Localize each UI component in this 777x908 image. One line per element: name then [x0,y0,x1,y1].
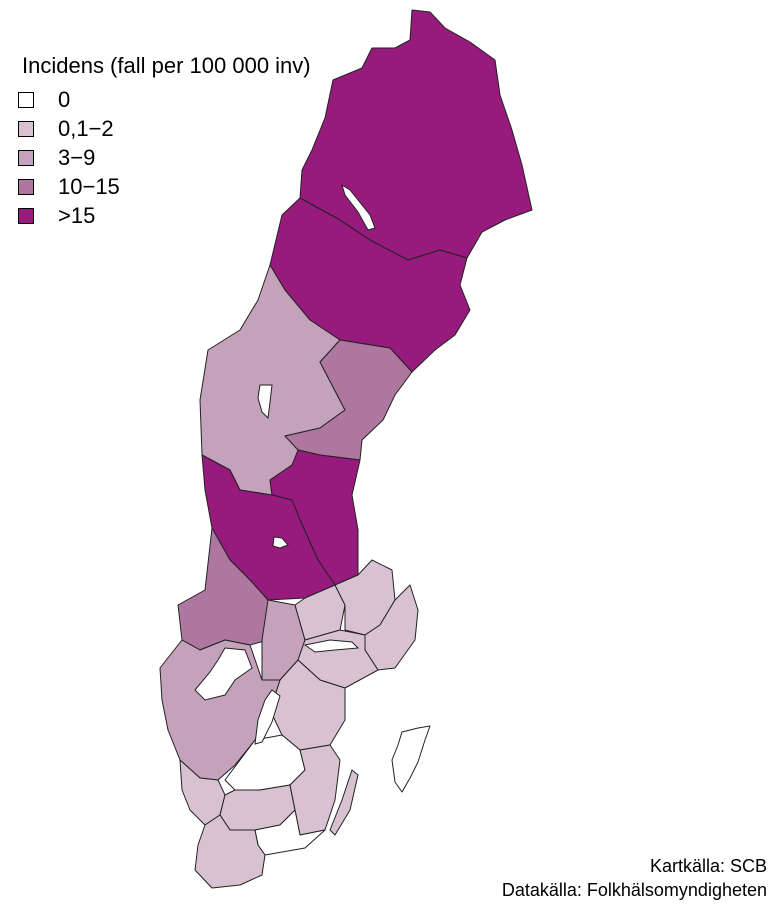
legend-item-4: >15 [18,203,96,228]
legend-label: 10−15 [58,174,120,199]
legend-swatch [18,208,34,224]
lake-vattern [254,689,281,745]
legend-swatch [18,150,34,166]
legend-label: 3−9 [58,145,96,170]
lake-hornavan [341,183,376,231]
lake-vanern [194,647,253,701]
region-ostergotland [269,659,346,751]
lake-malaren [303,639,360,653]
lake-storsjon [257,384,273,420]
legend-item-0: 0 [18,87,71,112]
legend-item-3: 10−15 [18,174,120,199]
map-source: Kartkälla: SCB [649,856,767,876]
legend-swatch [18,179,34,195]
legend-label: 0 [58,87,71,112]
region-gotland [391,725,431,793]
region-skane [194,814,266,889]
legend-title: Incidens (fall per 100 000 inv) [22,53,311,78]
legend-label: 0,1−2 [58,116,114,141]
legend-swatch [18,121,34,137]
legend-item-2: 3−9 [18,145,96,170]
legend-swatch [18,92,34,108]
legend-item-1: 0,1−2 [18,116,114,141]
region-oland [329,769,359,836]
data-source: Datakälla: Folkhälsomyndigheten [501,880,767,900]
legend-label: >15 [58,203,96,228]
region-vastra-gotaland [159,639,281,781]
lake-siljan [272,536,289,549]
